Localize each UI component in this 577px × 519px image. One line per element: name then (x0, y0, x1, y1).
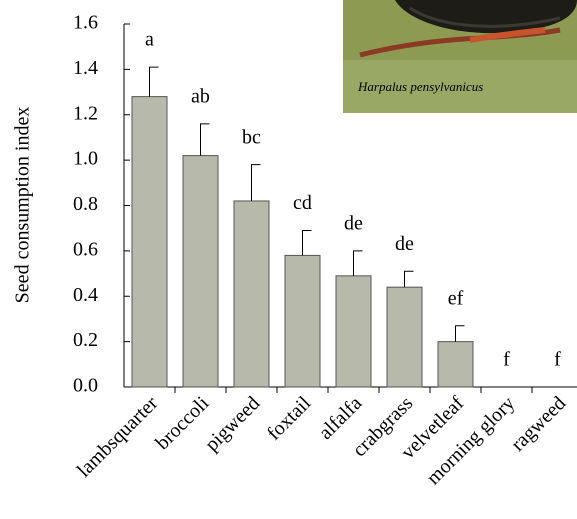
y-tick-label: 1.0 (73, 148, 98, 170)
significance-letter: ab (191, 85, 210, 107)
x-tick-label: lambsquarter (73, 392, 163, 482)
x-tick-label: foxtail (263, 392, 316, 445)
error-bar (251, 164, 261, 201)
error-bar (404, 270, 414, 288)
y-tick-label: 0.6 (73, 238, 98, 260)
significance-letter: cd (293, 192, 312, 214)
y-tick-label: 0.2 (73, 329, 98, 351)
significance-letter: a (145, 29, 154, 51)
y-axis-title: Seed consumption index (12, 107, 34, 304)
y-tick-label: 1.4 (73, 57, 98, 79)
significance-letter: de (344, 212, 363, 234)
y-tick-label: 1.2 (73, 102, 98, 124)
bar (182, 155, 219, 388)
significance-letter: f (503, 349, 510, 371)
error-bar (455, 325, 465, 342)
bar (437, 341, 474, 388)
y-tick-label: 0.8 (73, 193, 98, 215)
bar (233, 200, 270, 388)
y-tick-label: 0.4 (73, 284, 98, 306)
significance-letter: bc (242, 126, 261, 148)
y-tick-label: 0.0 (73, 375, 98, 397)
x-tick-label: ragweed (507, 392, 570, 455)
significance-letter: de (395, 233, 414, 255)
bar (284, 254, 321, 388)
bar (335, 275, 372, 388)
bar (386, 286, 423, 388)
bar (131, 96, 168, 388)
error-bar (302, 229, 312, 256)
inset-photo: Harpalus pensylvanicus (343, 0, 577, 113)
significance-letter: f (554, 349, 561, 371)
error-bar (149, 66, 159, 97)
error-bar (353, 250, 363, 276)
significance-letter: ef (448, 287, 464, 309)
x-tick-label: pigweed (201, 392, 264, 455)
y-tick-label: 1.6 (73, 12, 98, 34)
error-bar (200, 123, 210, 156)
inset-caption: Harpalus pensylvanicus (357, 79, 483, 94)
